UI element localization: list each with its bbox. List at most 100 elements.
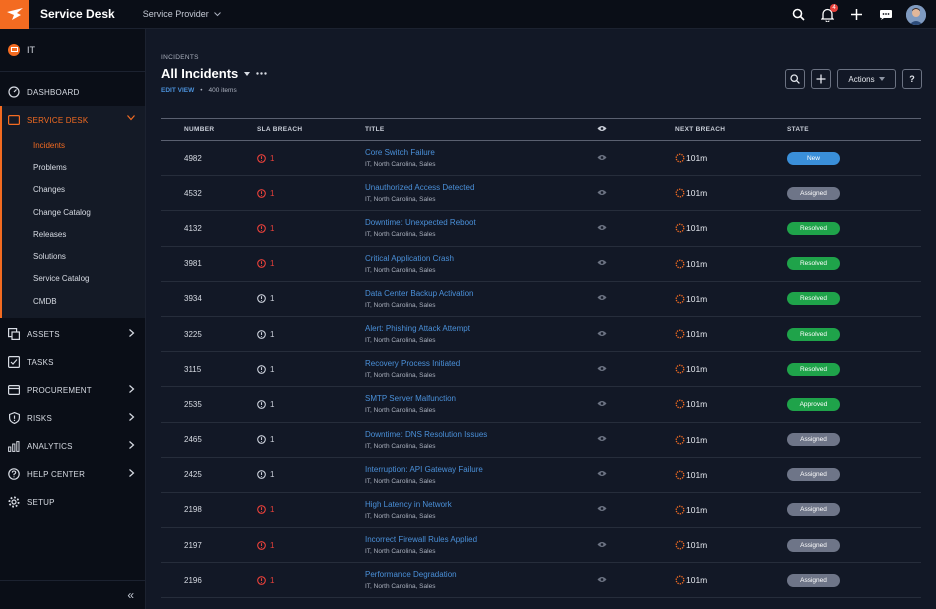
table-row[interactable]: 4132 1 Downtime: Unexpected Reboot IT, Nort… [161, 210, 921, 247]
watch-cell[interactable] [597, 281, 675, 317]
incident-title-link[interactable]: Critical Application Crash [365, 253, 454, 263]
status-badge[interactable]: Approved [787, 397, 840, 411]
sidebar-item-dashboard[interactable]: DASHBOARD [0, 78, 145, 106]
watch-cell[interactable] [597, 351, 675, 388]
incident-title-link[interactable]: Downtime: Unexpected Reboot [365, 218, 476, 228]
help-button[interactable]: ? [902, 69, 922, 89]
watch-cell[interactable] [597, 422, 675, 458]
watch-cell[interactable] [597, 562, 675, 599]
table-row[interactable]: 2425 1 Interruption: API Gateway Failure IT… [161, 457, 921, 493]
column-header-watch[interactable] [597, 118, 675, 141]
title-cell: Data Center Backup Activation IT, North C… [365, 281, 597, 317]
table-row[interactable]: 2465 1 Downtime: DNS Resolution Issues IT, … [161, 422, 921, 458]
table-row[interactable]: 2196 1 Performance Degradation IT, North Ca… [161, 562, 921, 599]
watch-cell[interactable] [597, 175, 675, 212]
sidebar-item-assets[interactable]: ASSETS [0, 320, 145, 348]
incidents-table: NUMBER SLA BREACH TITLE NEXT BREACH STAT… [161, 118, 921, 599]
incident-title-link[interactable]: SMTP Server Malfunction [365, 394, 456, 404]
column-header-sla-breach[interactable]: SLA BREACH [257, 118, 365, 141]
alert-circle-icon [257, 188, 266, 198]
status-badge[interactable]: Resolved [787, 257, 840, 271]
sidebar-subitem-changes[interactable]: Changes [33, 185, 66, 195]
new-incident-button[interactable] [811, 69, 831, 89]
add-button[interactable] [848, 6, 865, 23]
status-badge[interactable]: Assigned [787, 186, 840, 200]
breadcrumb[interactable]: INCIDENTS [161, 54, 199, 61]
eye-icon [597, 330, 607, 336]
sidebar-item-risks[interactable]: RISKS [0, 404, 145, 432]
incident-title-link[interactable]: Interruption: API Gateway Failure [365, 464, 483, 474]
column-header-title[interactable]: TITLE [365, 118, 597, 141]
gear-icon [8, 496, 20, 508]
sidebar-item-setup[interactable]: SETUP [0, 488, 145, 516]
watch-cell[interactable] [597, 527, 675, 564]
sidebar-subitem-problems[interactable]: Problems [33, 162, 67, 172]
watch-cell[interactable] [597, 316, 675, 353]
status-badge[interactable]: Assigned [787, 573, 840, 587]
edit-view-link[interactable]: EDIT VIEW [161, 87, 195, 94]
next-breach-value: 101m [686, 153, 708, 164]
table-row[interactable]: 4532 1 Unauthorized Access Detected IT, Nor… [161, 175, 921, 212]
watch-cell[interactable] [597, 386, 675, 423]
caret-down-icon[interactable] [244, 71, 251, 76]
column-header-state[interactable]: STATE [787, 118, 921, 141]
status-badge[interactable]: Assigned [787, 538, 840, 552]
tenant-switcher[interactable]: Service Provider [143, 9, 221, 19]
more-icon[interactable] [256, 72, 267, 75]
incident-title-link[interactable]: Downtime: DNS Resolution Issues [365, 429, 488, 439]
column-header-next-breach[interactable]: NEXT BREACH [675, 118, 787, 141]
logo[interactable] [0, 0, 29, 29]
status-badge[interactable]: Assigned [787, 468, 840, 482]
sidebar-subitem-cmdb[interactable]: CMDB [33, 296, 57, 306]
watch-cell[interactable] [597, 140, 675, 177]
status-badge[interactable]: Assigned [787, 433, 840, 447]
sla-breach-count: 1 [270, 153, 275, 163]
sidebar-subitem-change-catalog[interactable]: Change Catalog [33, 207, 91, 217]
incident-title-link[interactable]: High Latency in Network [365, 499, 452, 509]
table-row[interactable]: 2197 1 Incorrect Firewall Rules Applied IT,… [161, 527, 921, 564]
watch-cell[interactable] [597, 492, 675, 529]
chat-button[interactable] [877, 6, 894, 23]
watch-cell[interactable] [597, 210, 675, 247]
column-header-number[interactable]: NUMBER [161, 118, 257, 141]
incident-title-link[interactable]: Recovery Process Initiated [365, 359, 461, 369]
status-badge[interactable]: New [787, 151, 840, 165]
incident-title-link[interactable]: Incorrect Firewall Rules Applied [365, 535, 478, 545]
collapse-sidebar-button[interactable]: « [0, 580, 145, 609]
incident-title-link[interactable]: Core Switch Failure [365, 148, 435, 158]
notifications-button[interactable]: 4 [819, 4, 838, 23]
watch-cell[interactable] [597, 246, 675, 282]
sidebar-subitem-incidents[interactable]: Incidents [33, 140, 66, 150]
search-records-button[interactable] [785, 69, 805, 89]
table-row[interactable]: 3981 1 Critical Application Crash IT, North… [161, 246, 921, 282]
incident-number: 4532 [161, 175, 257, 212]
incident-title-link[interactable]: Performance Degradation [365, 570, 457, 580]
watch-cell[interactable] [597, 457, 675, 493]
status-badge[interactable]: Resolved [787, 221, 840, 235]
sidebar-subitem-releases[interactable]: Releases [33, 229, 67, 239]
sidebar-item-help-center[interactable]: HELP CENTER [0, 460, 145, 488]
sidebar-subitem-solutions[interactable]: Solutions [33, 252, 66, 262]
actions-dropdown[interactable]: Actions [837, 69, 896, 89]
table-row[interactable]: 4982 1 Core Switch Failure IT, North Caroli… [161, 140, 921, 177]
table-row[interactable]: 3934 1 Data Center Backup Activation IT, No… [161, 281, 921, 317]
status-badge[interactable]: Resolved [787, 327, 840, 341]
sidebar-item-procurement[interactable]: PROCUREMENT [0, 376, 145, 404]
table-row[interactable]: 3225 1 Alert: Phishing Attack Attempt IT, N… [161, 316, 921, 353]
status-badge[interactable]: Assigned [787, 503, 840, 517]
incident-title-link[interactable]: Unauthorized Access Detected [365, 183, 475, 193]
table-row[interactable]: 2535 1 SMTP Server Malfunction IT, North Ca… [161, 386, 921, 423]
status-badge[interactable]: Resolved [787, 362, 840, 376]
table-row[interactable]: 2198 1 High Latency in Network IT, North Ca… [161, 492, 921, 529]
table-row[interactable]: 3115 1 Recovery Process Initiated IT, North… [161, 351, 921, 388]
status-badge[interactable]: Resolved [787, 292, 840, 306]
incident-title-link[interactable]: Data Center Backup Activation [365, 288, 474, 298]
user-avatar[interactable] [906, 4, 926, 25]
sidebar-item-service-desk[interactable]: SERVICE DESK [2, 106, 145, 134]
org-switcher[interactable]: IT [0, 29, 145, 71]
incident-title-link[interactable]: Alert: Phishing Attack Attempt [365, 324, 470, 334]
sidebar-subitem-service-catalog[interactable]: Service Catalog [33, 274, 90, 284]
sidebar-item-tasks[interactable]: TASKS [0, 348, 145, 376]
search-button[interactable] [790, 6, 807, 23]
sidebar-item-analytics[interactable]: ANALYTICS [0, 432, 145, 460]
